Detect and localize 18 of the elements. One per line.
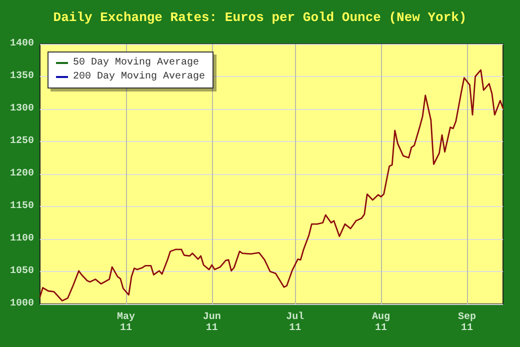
- y-tick-label: 1200: [10, 168, 34, 180]
- legend-label: 50 Day Moving Average: [73, 56, 200, 68]
- y-tick-label: 1400: [10, 38, 34, 50]
- y-tick-label: 1100: [10, 234, 34, 244]
- x-tick-label: Jun 11: [202, 312, 221, 334]
- legend-label: 200 Day Moving Average: [73, 70, 206, 82]
- y-tick-label: 1350: [10, 71, 34, 82]
- x-tick-label: Jul 11: [286, 311, 304, 334]
- x-tick-label: Aug 11: [372, 312, 390, 334]
- x-tick-label: Sep 11: [458, 312, 476, 334]
- x-tick-label: May 11: [116, 312, 135, 334]
- y-tick-label: 1050: [10, 266, 34, 277]
- chart-title: Daily Exchange Rates: Euros per Gold Ounce (New York): [53, 10, 467, 25]
- y-tick-label: 1250: [10, 136, 34, 147]
- line-series: [39, 69, 504, 302]
- y-tick-label: 1000: [10, 298, 34, 310]
- y-tick-label: 1300: [10, 104, 34, 114]
- y-tick-label: 1150: [10, 201, 34, 212]
